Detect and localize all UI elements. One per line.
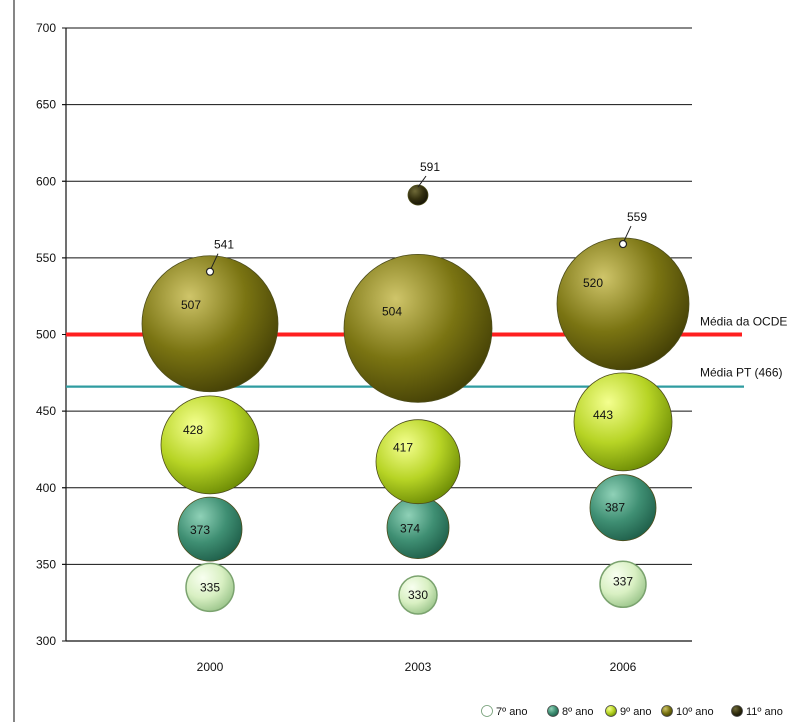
bubble-label-7o-ano-2003: 330 <box>408 588 428 602</box>
bubble-9o-ano-2000 <box>160 395 260 495</box>
bubble-label-10o-ano-2000: 507 <box>181 298 201 312</box>
legend-marker-8o-ano <box>547 705 559 717</box>
ocde-average-label: Média da OCDE <box>700 315 787 329</box>
legend-marker-7o-ano <box>481 705 493 717</box>
bubble-7o-ano-2003 <box>398 575 438 615</box>
bubble-10o-ano-2000 <box>141 255 279 393</box>
bubble-10o-ano-2003 <box>343 253 493 403</box>
bubble-9o-ano-2006 <box>573 372 673 472</box>
legend-label-9o-ano: 9º ano <box>620 706 652 718</box>
bubble-7o-ano-2006 <box>599 560 647 609</box>
bubble-label-8o-ano-2000: 373 <box>190 523 210 537</box>
y-tick-label-500: 500 <box>36 328 56 342</box>
x-tick-label-2000: 2000 <box>197 660 224 674</box>
bubble-8o-ano-2000 <box>177 496 243 562</box>
y-tick-label-450: 450 <box>36 404 56 418</box>
legend-marker-10o-ano <box>661 705 673 717</box>
legend-marker-9o-ano <box>605 705 617 717</box>
y-tick-label-400: 400 <box>36 481 56 495</box>
y-tick-label-700: 700 <box>36 21 56 35</box>
legend-label-10o-ano: 10º ano <box>676 706 714 718</box>
bubble-label-11o-ano-2003: 591 <box>420 160 440 174</box>
legend-label-11o-ano: 11º ano <box>746 706 783 718</box>
x-tick-label-2003: 2003 <box>405 660 432 674</box>
outlier-point-2006 <box>618 239 628 249</box>
bubble-8o-ano-2006 <box>589 474 657 542</box>
bubble-label-9o-ano-2006: 443 <box>593 408 613 422</box>
bubble-9o-ano-2003 <box>375 419 461 505</box>
y-tick-label-650: 650 <box>36 98 56 112</box>
bubble-label-9o-ano-2003: 417 <box>393 441 413 455</box>
outlier-leader-2000 <box>210 253 219 269</box>
bubble-label-7o-ano-2000: 335 <box>200 580 220 594</box>
outlier-label-2000: 541 <box>214 238 234 252</box>
bubble-label-9o-ano-2000: 428 <box>183 423 203 437</box>
bubble-label-8o-ano-2006: 387 <box>605 501 625 515</box>
y-tick-label-550: 550 <box>36 251 56 265</box>
bubble-label-8o-ano-2003: 374 <box>400 522 420 536</box>
bubble-leader-11o-ano-2003 <box>417 175 427 188</box>
y-tick-label-350: 350 <box>36 557 56 571</box>
outlier-point-2000 <box>205 267 215 276</box>
outlier-leader-2006 <box>623 225 632 242</box>
outlier-label-2006: 559 <box>627 210 647 224</box>
bubble-11o-ano-2003 <box>407 184 429 206</box>
y-tick-label-600: 600 <box>36 174 56 188</box>
x-tick-label-2006: 2006 <box>610 660 637 674</box>
pt-average-label: Média PT (466) <box>700 366 782 380</box>
bubble-label-10o-ano-2003: 504 <box>382 304 402 318</box>
bubble-label-7o-ano-2006: 337 <box>613 574 633 588</box>
bubble-10o-ano-2006 <box>556 237 690 371</box>
legend-label-7o-ano: 7º ano <box>496 706 528 718</box>
legend-marker-11o-ano <box>731 705 743 717</box>
bubble-label-10o-ano-2006: 520 <box>583 276 603 290</box>
bubble-7o-ano-2000 <box>185 562 235 613</box>
y-tick-label-300: 300 <box>36 634 56 648</box>
legend-label-8o-ano: 8º ano <box>562 706 594 718</box>
